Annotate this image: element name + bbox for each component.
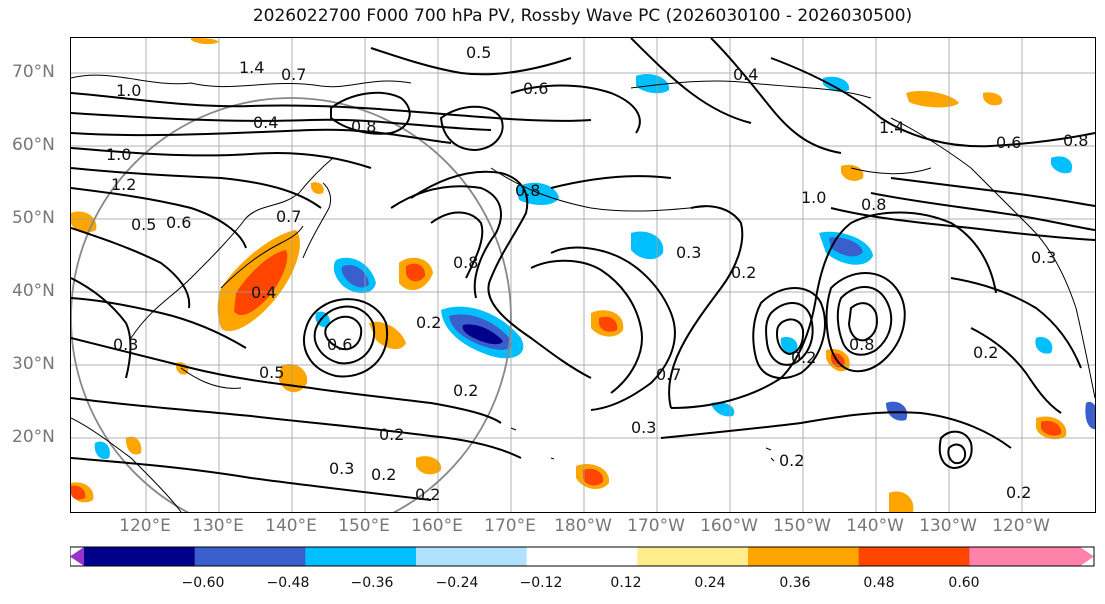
focus-circle [71,97,512,512]
contour-label: 0.2 [779,451,804,470]
contour-label: 0.5 [131,215,156,234]
contour-label: 0.8 [515,181,540,200]
contour-label: 0.3 [676,243,701,262]
lon-label: 140°W [846,516,904,536]
colorbar-tick-label: −0.60 [181,575,225,591]
colorbar-segment [748,547,860,566]
contour-label: 0.6 [327,335,352,354]
contour-label: 1.0 [116,81,141,100]
contour-labels: 1.0 1.4 0.7 0.5 0.8 0.6 0.4 1.0 1.2 0.5 … [106,43,1088,504]
lon-label: 180°W [554,516,612,536]
contour-label: 0.6 [523,79,548,98]
contour-label: 0.4 [253,113,278,132]
colorbar-tick-label: 0.24 [694,575,726,591]
contour-label: 0.8 [1063,131,1088,150]
contour-label: 0.6 [166,213,191,232]
contour-label: 0.2 [379,425,404,444]
contour-label: 1.0 [801,188,826,207]
contour-label: 0.6 [996,133,1021,152]
colorbar-tick-label: −0.48 [266,575,310,591]
colorbar-tick-label: 0.12 [610,575,642,591]
graticule [71,38,1095,512]
contour-label: 0.4 [251,283,276,302]
colorbar-tick-label: −0.24 [435,575,479,591]
contour-label: 0.2 [415,485,440,504]
lat-label: 20°N [12,427,55,447]
lon-label: 120°W [992,516,1050,536]
colorbar-segment [305,547,417,566]
colorbar-segment [84,547,196,566]
colorbar-tick-label: −0.36 [350,575,394,591]
contour-label: 0.2 [371,465,396,484]
contour-label: 0.8 [453,253,478,272]
contour-label: 0.2 [1006,483,1031,502]
colorbar-segment [416,547,528,566]
contour-label: 0.4 [733,65,758,84]
colorbar-segment [637,547,749,566]
lon-label: 150°W [773,516,831,536]
pv-contours [71,38,1095,501]
colorbar-segment [969,547,1094,566]
colorbar-segment [194,547,306,566]
colorbar-segment [858,547,970,566]
lon-label: 150°E [338,516,390,536]
contour-label: 0.2 [453,381,478,400]
contour-label: 0.7 [276,207,301,226]
contour-label: 0.2 [416,313,441,332]
contour-label: 1.0 [106,145,131,164]
contour-label: 1.2 [111,175,136,194]
lon-label: 170°E [484,516,536,536]
contour-label: 0.2 [973,343,998,362]
contour-label: 0.3 [1031,248,1056,267]
colorbar [70,546,1095,567]
contour-label: 0.3 [631,418,656,437]
lon-label: 130°W [919,516,977,536]
lat-label: 30°N [12,354,55,374]
contour-label: 0.5 [466,43,491,62]
map-title: 2026022700 F000 700 hPa PV, Rossby Wave … [252,6,913,26]
colorbar-segment [526,547,638,566]
contour-label: 0.7 [281,65,306,84]
lon-label: 120°E [119,516,171,536]
lat-label: 50°N [12,208,55,228]
contour-label: 0.3 [329,459,354,478]
contour-label: 0.8 [861,195,886,214]
colorbar-outline [70,546,1095,567]
contour-label: 1.4 [239,58,264,77]
contour-label: 0.8 [849,335,874,354]
lon-label: 140°E [265,516,317,536]
lat-label: 60°N [12,135,55,155]
lon-label: 170°W [627,516,685,536]
colorbar-tick-label: 0.36 [779,575,811,591]
colorbar-tick-label: 0.60 [948,575,980,591]
lat-label: 40°N [12,281,55,301]
lon-label: 160°W [700,516,758,536]
contour-label: 0.7 [656,365,681,384]
lat-label: 70°N [12,62,55,82]
lon-label: 130°E [192,516,244,536]
contour-label: 0.8 [351,117,376,136]
lon-label: 160°E [411,516,463,536]
map-canvas: 1.0 1.4 0.7 0.5 0.8 0.6 0.4 1.0 1.2 0.5 … [71,38,1095,512]
colorbar-tick-label: 0.48 [863,575,895,591]
contour-label: 1.4 [879,118,904,137]
map-panel: 1.0 1.4 0.7 0.5 0.8 0.6 0.4 1.0 1.2 0.5 … [70,37,1096,513]
contour-label: 0.2 [731,263,756,282]
contour-label: 0.2 [791,348,816,367]
colorbar-tick-label: −0.12 [519,575,563,591]
contour-label: 0.5 [259,363,284,382]
contour-label: 0.3 [113,335,138,354]
